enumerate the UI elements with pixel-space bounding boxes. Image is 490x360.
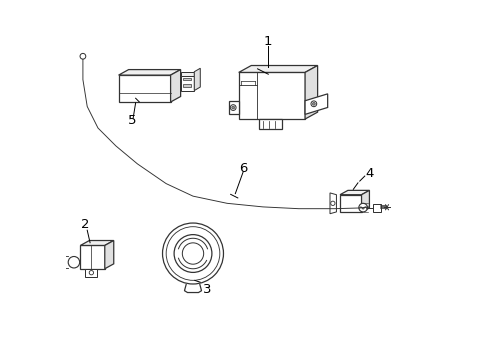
Polygon shape: [119, 69, 181, 75]
Bar: [183, 84, 191, 87]
Polygon shape: [85, 269, 98, 276]
Polygon shape: [181, 72, 194, 76]
Polygon shape: [340, 195, 362, 212]
Text: 2: 2: [81, 218, 90, 231]
Text: 5: 5: [128, 114, 136, 127]
Circle shape: [313, 102, 315, 105]
Polygon shape: [362, 190, 369, 212]
Polygon shape: [259, 119, 282, 129]
Polygon shape: [340, 190, 369, 195]
Polygon shape: [305, 66, 318, 119]
Circle shape: [89, 271, 94, 275]
Circle shape: [174, 235, 212, 273]
Polygon shape: [80, 240, 114, 246]
Circle shape: [359, 203, 368, 212]
Text: 6: 6: [239, 162, 247, 175]
Polygon shape: [171, 69, 181, 102]
Circle shape: [68, 256, 80, 268]
Polygon shape: [239, 66, 318, 72]
Bar: [183, 77, 191, 80]
Text: 1: 1: [264, 35, 272, 49]
Polygon shape: [194, 68, 200, 91]
Circle shape: [230, 105, 236, 111]
Polygon shape: [119, 75, 171, 102]
Circle shape: [311, 101, 317, 107]
Polygon shape: [305, 94, 328, 114]
Text: 3: 3: [203, 283, 212, 296]
Polygon shape: [105, 240, 114, 269]
Circle shape: [163, 223, 223, 284]
Polygon shape: [239, 72, 305, 119]
Circle shape: [232, 106, 235, 109]
Polygon shape: [80, 246, 105, 269]
Polygon shape: [330, 193, 337, 214]
Polygon shape: [181, 76, 194, 91]
Polygon shape: [229, 101, 239, 114]
Circle shape: [331, 201, 335, 206]
Circle shape: [166, 227, 220, 280]
Text: 4: 4: [365, 167, 374, 180]
Circle shape: [182, 243, 204, 264]
FancyBboxPatch shape: [373, 204, 381, 212]
